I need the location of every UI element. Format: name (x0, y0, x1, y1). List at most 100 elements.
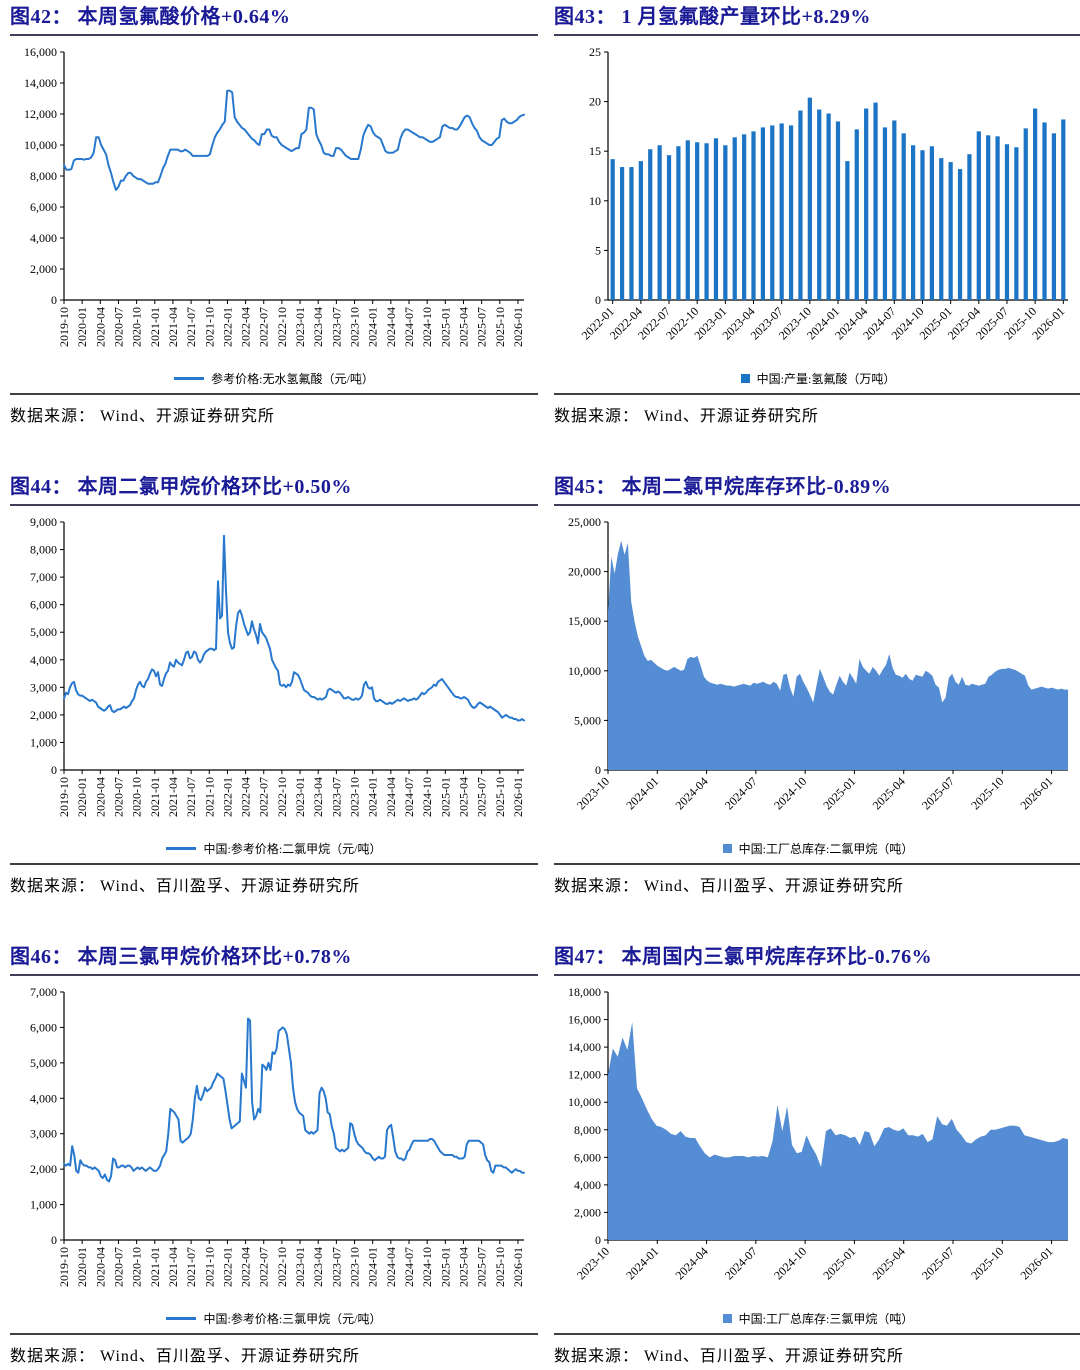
svg-text:2023-10: 2023-10 (348, 777, 362, 817)
svg-text:7,000: 7,000 (30, 570, 57, 584)
svg-text:12,000: 12,000 (568, 1068, 601, 1082)
svg-text:20: 20 (589, 95, 601, 109)
figure-47-chart: 0 2,000 4,000 6,000 8,000 10,000 12,000 14,000 1… (554, 982, 1080, 1309)
svg-text:9,000: 9,000 (30, 515, 57, 529)
svg-text:2025-04: 2025-04 (456, 307, 470, 347)
svg-text:2021-07: 2021-07 (184, 777, 198, 817)
svg-text:2022-01: 2022-01 (220, 307, 234, 347)
svg-text:14,000: 14,000 (568, 1040, 601, 1054)
svg-text:0: 0 (51, 293, 57, 307)
figure-44-title: 图44： 本周二氯甲烷价格环比+0.50% (10, 476, 538, 506)
figure-43-source: 数据来源： Wind、开源证券研究所 (554, 393, 1080, 426)
figure-43-panel: 图43： 1 月氢氟酸产量环比+8.29% 0 5 10 15 20 25 2022-01 2… (554, 6, 1080, 426)
svg-text:2025-10: 2025-10 (493, 1247, 507, 1287)
figure-44-legend: 中国:参考价格:二氯甲烷（元/吨） (10, 839, 538, 857)
svg-text:2025-04: 2025-04 (456, 1247, 470, 1287)
svg-text:2025-01: 2025-01 (820, 774, 858, 812)
svg-text:2025-01: 2025-01 (438, 1247, 452, 1287)
svg-text:2024-01: 2024-01 (366, 777, 380, 817)
svg-text:2025-10: 2025-10 (493, 307, 507, 347)
svg-text:2021-10: 2021-10 (202, 307, 216, 347)
svg-text:2025-07: 2025-07 (919, 774, 957, 812)
svg-text:2024-07: 2024-07 (402, 1247, 416, 1287)
svg-text:2022-10: 2022-10 (275, 777, 289, 817)
svg-text:10,000: 10,000 (568, 664, 601, 678)
svg-text:2024-04: 2024-04 (673, 1244, 711, 1282)
svg-text:1,000: 1,000 (30, 735, 57, 749)
svg-text:6,000: 6,000 (30, 200, 57, 214)
svg-text:16,000: 16,000 (568, 1013, 601, 1027)
svg-text:2024-07: 2024-07 (402, 777, 416, 817)
chart-canvas: 0 2,000 4,000 6,000 8,000 10,000 12,000 14,000 1… (24, 45, 525, 347)
svg-text:2021-01: 2021-01 (148, 777, 162, 817)
svg-text:2024-10: 2024-10 (771, 1244, 809, 1282)
figure-47-title: 图47： 本周国内三氯甲烷库存环比-0.76% (554, 946, 1080, 976)
svg-text:4,000: 4,000 (30, 231, 57, 245)
svg-text:2026-01: 2026-01 (511, 307, 525, 347)
svg-text:2020-01: 2020-01 (75, 777, 89, 817)
figure-47-source: 数据来源： Wind、百川盈孚、开源证券研究所 (554, 1333, 1080, 1366)
svg-text:2024-01: 2024-01 (623, 1244, 661, 1282)
svg-text:2022-04: 2022-04 (239, 307, 253, 347)
svg-text:6,000: 6,000 (574, 1150, 601, 1164)
svg-text:2,000: 2,000 (30, 262, 57, 276)
svg-text:2023-04: 2023-04 (311, 777, 325, 817)
figure-46-chart: 0 1,000 2,000 3,000 4,000 5,000 6,000 7,000 2019… (10, 982, 538, 1309)
svg-text:2024-01: 2024-01 (366, 1247, 380, 1287)
legend-label: 参考价格:无水氢氟酸（元/吨） (211, 371, 374, 386)
svg-text:5,000: 5,000 (30, 625, 57, 639)
svg-text:2020-07: 2020-07 (111, 1247, 125, 1287)
svg-text:0: 0 (595, 1233, 601, 1247)
svg-text:4,000: 4,000 (30, 653, 57, 667)
svg-text:2024-04: 2024-04 (384, 307, 398, 347)
svg-text:20,000: 20,000 (568, 565, 601, 579)
svg-text:2025-07: 2025-07 (475, 307, 489, 347)
svg-text:2025-10: 2025-10 (493, 777, 507, 817)
figure-44-chart: 0 1,000 2,000 3,000 4,000 5,000 6,000 7,000 8,00… (10, 512, 538, 839)
figure-42-source: 数据来源： Wind、开源证券研究所 (10, 393, 538, 426)
svg-text:8,000: 8,000 (574, 1123, 601, 1137)
svg-text:2025-04: 2025-04 (456, 777, 470, 817)
svg-text:2022-04: 2022-04 (239, 1247, 253, 1287)
svg-text:2022-07: 2022-07 (257, 777, 271, 817)
svg-text:2026-01: 2026-01 (1018, 1244, 1056, 1282)
svg-text:2020-04: 2020-04 (93, 307, 107, 347)
chart-canvas: 05101520252022-012022-042022-072022-1020… (579, 45, 1068, 342)
svg-text:2024-01: 2024-01 (623, 774, 661, 812)
svg-text:2023-01: 2023-01 (293, 1247, 307, 1287)
svg-text:2022-10: 2022-10 (275, 307, 289, 347)
svg-text:2024-07: 2024-07 (722, 774, 760, 812)
svg-text:2024-10: 2024-10 (420, 777, 434, 817)
svg-text:25: 25 (589, 45, 601, 59)
svg-text:2025-07: 2025-07 (475, 777, 489, 817)
svg-text:2023-10: 2023-10 (348, 1247, 362, 1287)
chart-canvas: 0 5,000 10,000 15,000 20,000 25,000 2023-10 202… (568, 515, 1068, 812)
svg-text:2022-07: 2022-07 (257, 307, 271, 347)
svg-text:2022-04: 2022-04 (239, 777, 253, 817)
legend-square-swatch (722, 843, 732, 853)
svg-text:2023-04: 2023-04 (311, 307, 325, 347)
svg-text:2019-10: 2019-10 (57, 1247, 71, 1287)
figure-45-title: 图45： 本周二氯甲烷库存环比-0.89% (554, 476, 1080, 506)
svg-text:6,000: 6,000 (30, 598, 57, 612)
svg-text:2026-01: 2026-01 (511, 1247, 525, 1287)
svg-text:2021-10: 2021-10 (202, 1247, 216, 1287)
svg-text:7,000: 7,000 (30, 985, 57, 999)
svg-text:12,000: 12,000 (24, 107, 57, 121)
legend-square-swatch (722, 1313, 732, 1323)
svg-text:2026-01: 2026-01 (1018, 774, 1056, 812)
legend-label: 中国:参考价格:三氯甲烷（元/吨） (203, 1311, 382, 1326)
svg-text:2023-10: 2023-10 (574, 1244, 612, 1282)
figure-47-legend: 中国:工厂总库存:三氯甲烷（吨） (554, 1309, 1080, 1327)
svg-text:15: 15 (589, 144, 601, 158)
figure-45-panel: 图45： 本周二氯甲烷库存环比-0.89% 0 5,000 10,000 15,000… (554, 476, 1080, 896)
svg-text:5: 5 (595, 243, 601, 257)
svg-text:2020-01: 2020-01 (75, 307, 89, 347)
svg-text:2,000: 2,000 (30, 1162, 57, 1176)
svg-text:2021-10: 2021-10 (202, 777, 216, 817)
figure-45-source: 数据来源： Wind、百川盈孚、开源证券研究所 (554, 863, 1080, 896)
figure-43-chart: 0 5 10 15 20 25 2022-01 2022-04 2022-07 2022-10 20… (554, 42, 1080, 369)
svg-text:0: 0 (51, 763, 57, 777)
legend-label: 中国:工厂总库存:三氯甲烷（吨） (738, 1311, 914, 1326)
svg-text:2025-04: 2025-04 (870, 1244, 908, 1282)
